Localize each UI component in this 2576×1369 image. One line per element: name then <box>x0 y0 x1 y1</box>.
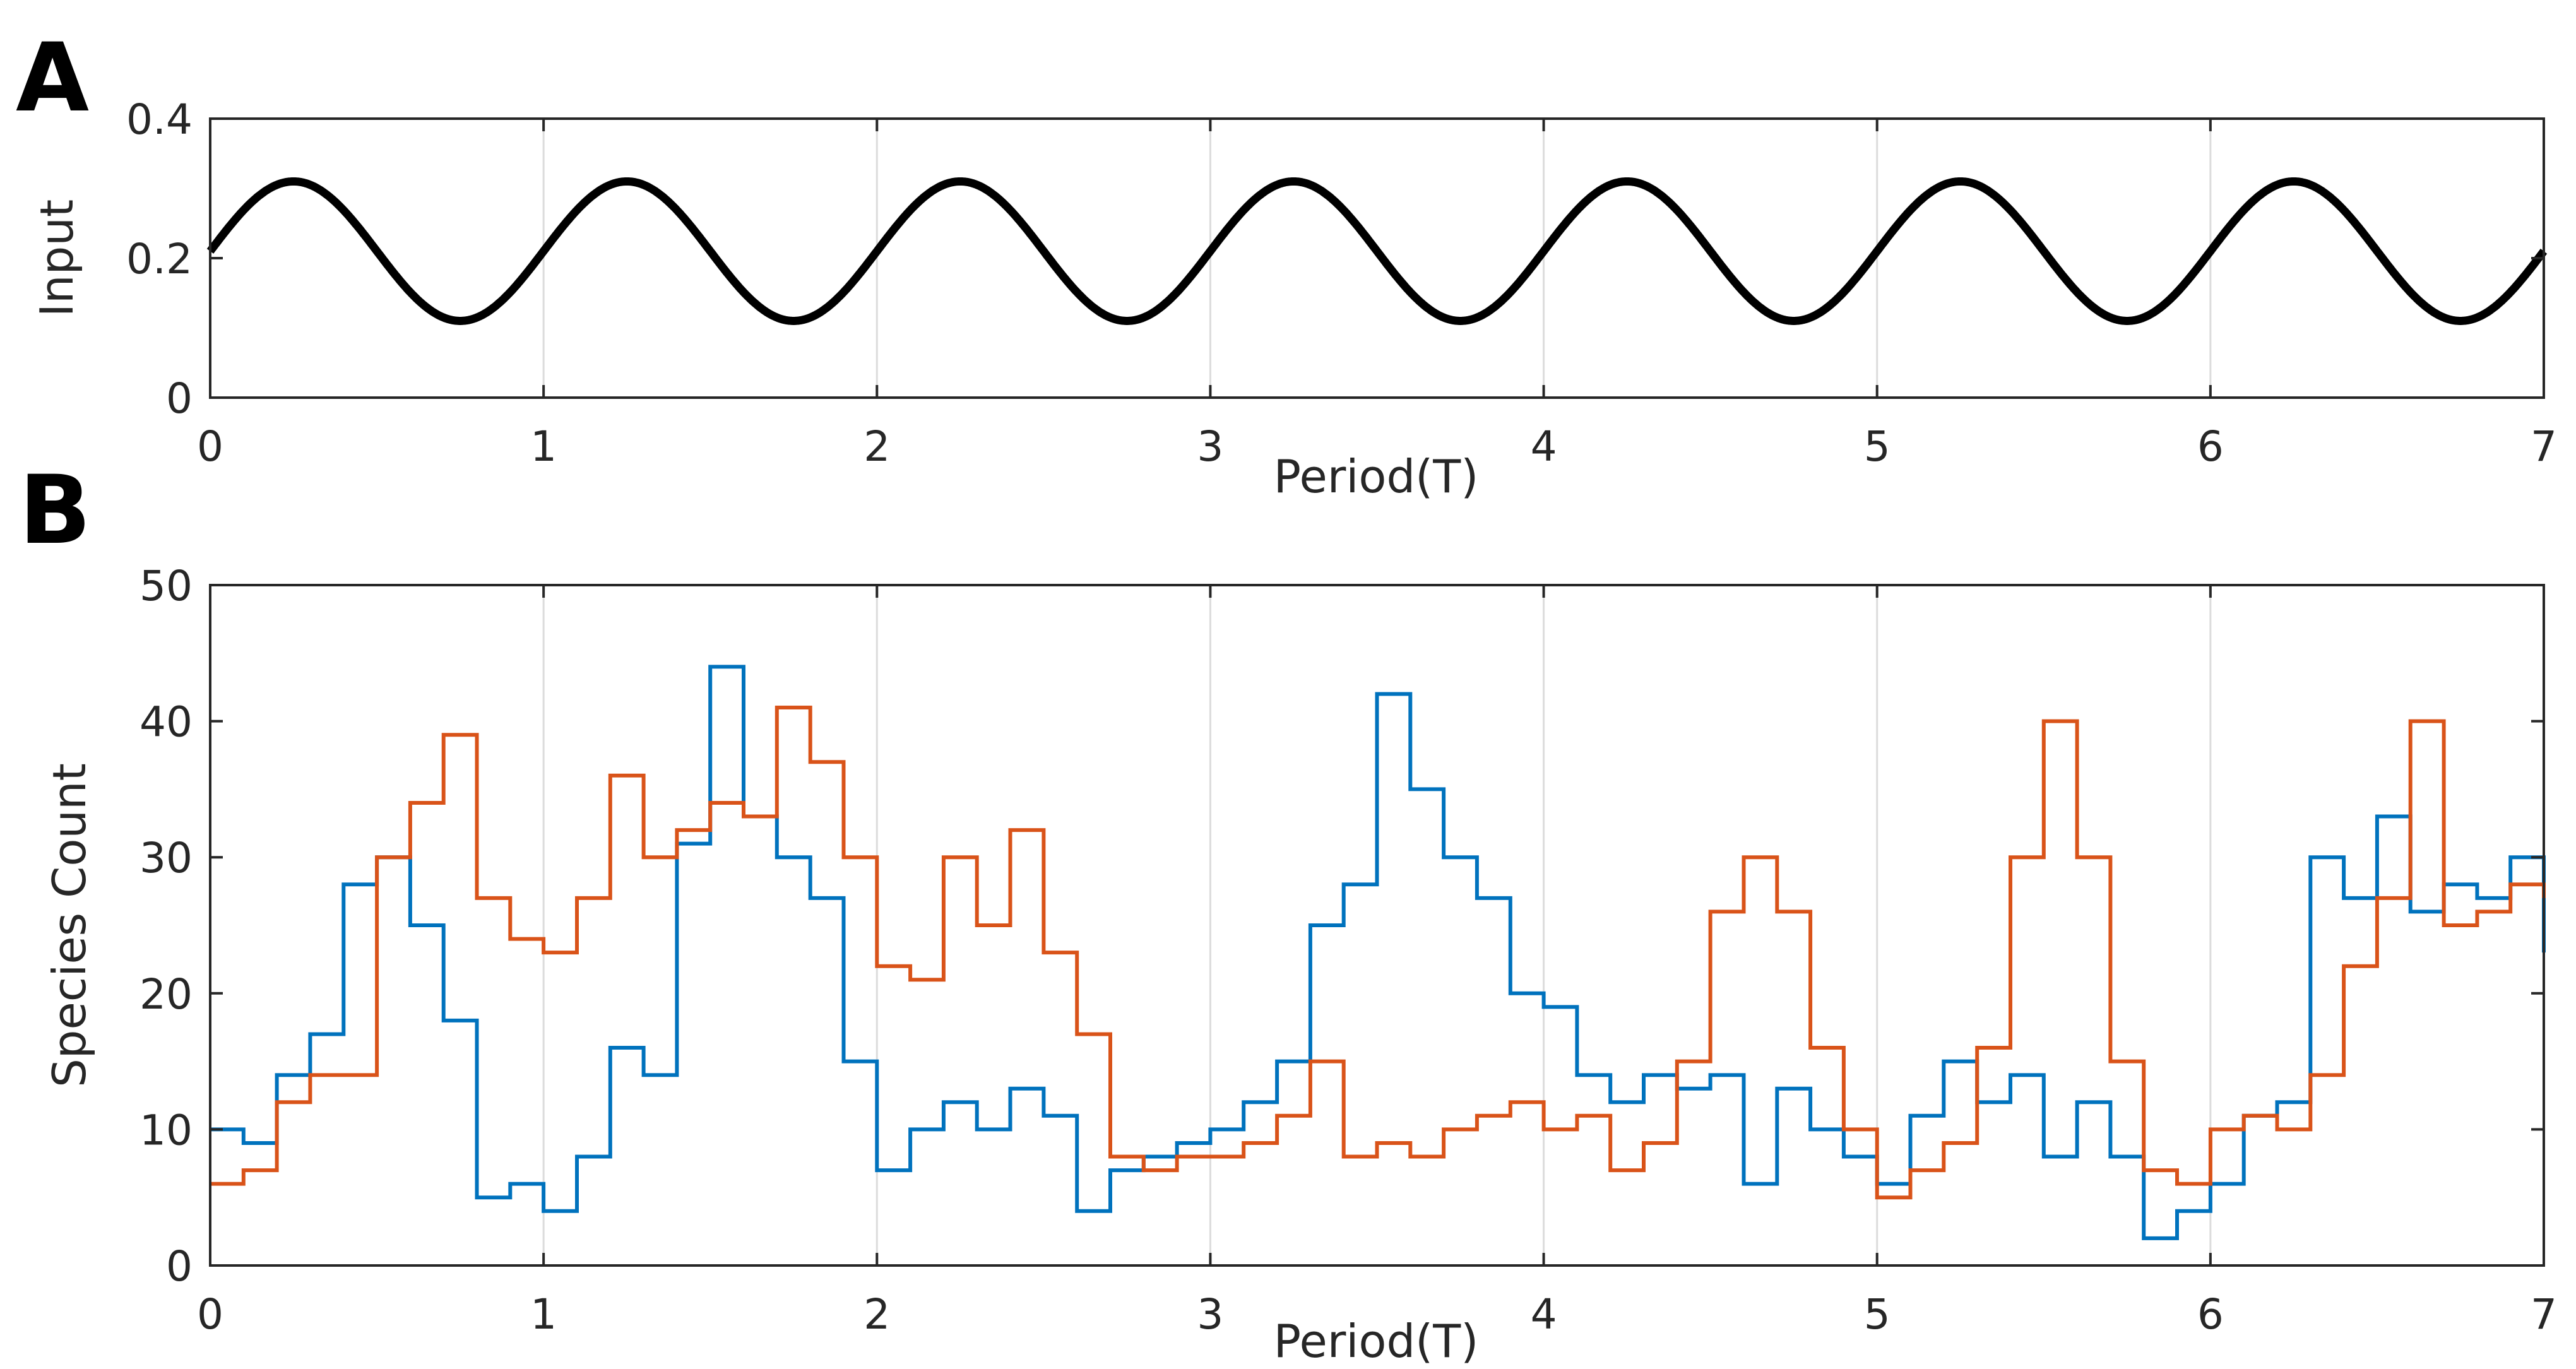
axes-box <box>209 117 2545 399</box>
x-axis-label: Period(T) <box>1274 1315 1479 1368</box>
x-tick-label: 3 <box>1197 422 1223 471</box>
panel-a-label: A <box>16 23 89 133</box>
y-tick-label: 10 <box>139 1106 193 1154</box>
y-tick-label: 50 <box>139 562 193 610</box>
panel-a-chart: 0 1 2 3 4 5 6 7 0 0.2 0.4 Period(T) Input <box>30 95 2557 503</box>
species-series-2-line <box>210 706 2546 1200</box>
x-tick-label: 4 <box>1531 422 1557 471</box>
panel-b-chart: 0 1 2 3 4 5 6 7 0 10 20 30 40 50 Period(T) Species Coun… <box>43 562 2557 1368</box>
x-tick-label: 6 <box>2197 422 2224 471</box>
y-tick-label: 0 <box>166 374 193 423</box>
x-tick-label: 1 <box>530 422 557 471</box>
x-tick-label: 0 <box>197 1290 223 1339</box>
y-tick-label: 20 <box>139 970 193 1019</box>
y-tick-label: 40 <box>139 698 193 747</box>
x-tick-label: 7 <box>2531 422 2557 471</box>
panel-b-label: B <box>19 456 91 566</box>
x-tick-label: 2 <box>864 1290 890 1339</box>
x-tick-label: 0 <box>197 422 223 471</box>
x-tick-label: 5 <box>1864 1290 1890 1339</box>
y-tick-label: 0.2 <box>126 235 193 283</box>
y-axis-label: Species Count <box>43 763 96 1087</box>
x-tick-label: 3 <box>1197 1290 1223 1339</box>
axes-box <box>209 584 2545 1267</box>
y-axis-label: Input <box>30 199 83 317</box>
x-axis-label: Period(T) <box>1274 450 1479 503</box>
x-tick-label: 4 <box>1531 1290 1557 1339</box>
x-tick-label: 5 <box>1864 422 1890 471</box>
x-tick-label: 2 <box>864 422 890 471</box>
x-tick-label: 7 <box>2531 1290 2557 1339</box>
input-signal-line <box>206 177 2548 325</box>
y-tick-label: 0 <box>166 1242 193 1291</box>
y-tick-label: 0.4 <box>126 95 193 144</box>
species-series-1-line <box>210 665 2546 1240</box>
y-tick-label: 30 <box>139 834 193 882</box>
x-tick-label: 6 <box>2197 1290 2224 1339</box>
x-tick-label: 1 <box>530 1290 557 1339</box>
